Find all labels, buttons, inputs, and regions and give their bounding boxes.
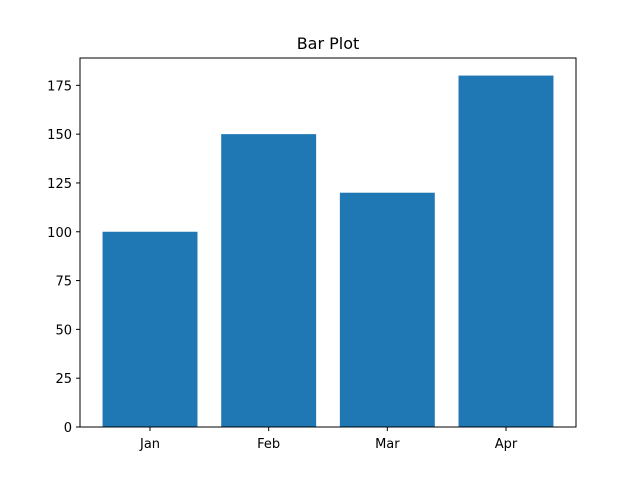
bar-feb <box>221 134 317 427</box>
bar-jan <box>102 231 198 427</box>
bars-group <box>102 75 554 428</box>
y-tick-label-150: 150 <box>47 128 72 143</box>
chart-title: Bar Plot <box>297 34 360 53</box>
bar-apr <box>458 75 554 428</box>
x-tick-label-jan: Jan <box>139 437 160 452</box>
x-tick-label-feb: Feb <box>257 437 280 452</box>
y-tick-label-175: 175 <box>47 79 72 94</box>
x-axis: Jan Feb Mar Apr <box>139 427 518 452</box>
bar-mar <box>339 192 435 427</box>
y-tick-label-50: 50 <box>55 323 72 338</box>
x-tick-label-apr: Apr <box>495 437 518 452</box>
y-tick-label-25: 25 <box>55 372 72 387</box>
y-tick-label-125: 125 <box>47 177 72 192</box>
x-tick-label-mar: Mar <box>375 437 400 452</box>
y-tick-label-100: 100 <box>47 226 72 241</box>
plot-frame <box>79 57 577 428</box>
y-axis: 0 25 50 75 100 125 150 175 <box>47 79 80 436</box>
y-tick-label-75: 75 <box>55 275 72 290</box>
y-tick-label-0: 0 <box>64 421 72 436</box>
